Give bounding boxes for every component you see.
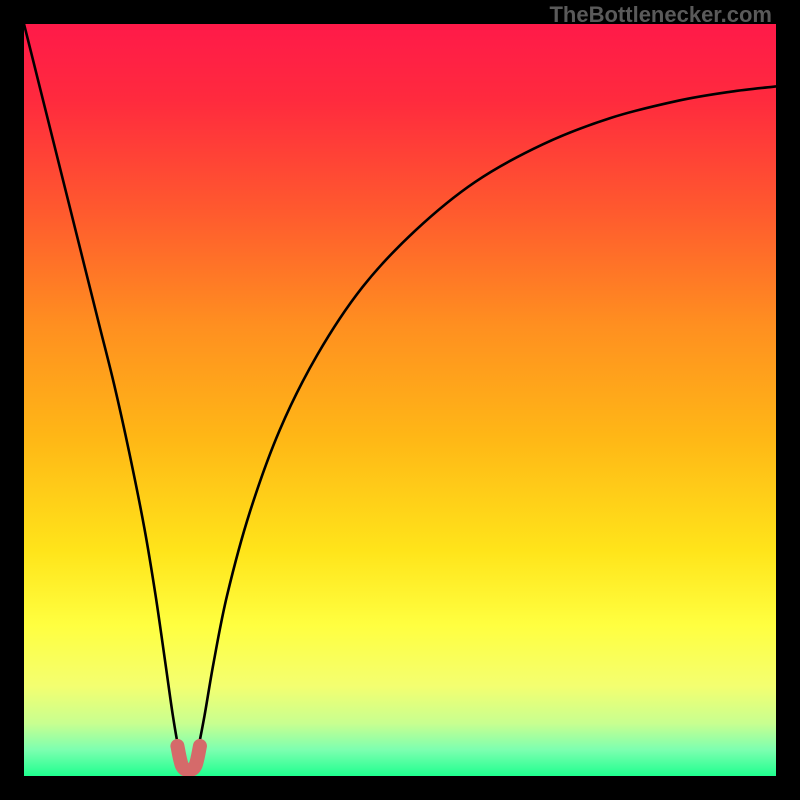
- bottleneck-curve: [24, 24, 776, 769]
- watermark-text: TheBottlenecker.com: [549, 2, 772, 28]
- optimal-range-marker: [177, 746, 200, 770]
- chart-svg: [24, 24, 776, 776]
- plot-area: [24, 24, 776, 776]
- chart-frame: TheBottlenecker.com: [0, 0, 800, 800]
